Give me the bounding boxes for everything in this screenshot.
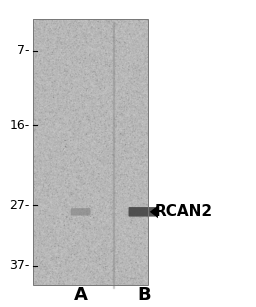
Text: 7-: 7- [17, 45, 30, 57]
Bar [113, 22, 114, 288]
FancyBboxPatch shape [129, 207, 156, 217]
Polygon shape [150, 205, 158, 218]
Text: A: A [74, 286, 88, 304]
Text: 37-: 37- [9, 259, 30, 272]
Text: 16-: 16- [10, 119, 30, 132]
Text: 27-: 27- [9, 199, 30, 212]
Text: B: B [138, 286, 152, 304]
Text: RCAN2: RCAN2 [155, 204, 213, 219]
Bar [33, 19, 148, 285]
FancyBboxPatch shape [71, 208, 90, 216]
